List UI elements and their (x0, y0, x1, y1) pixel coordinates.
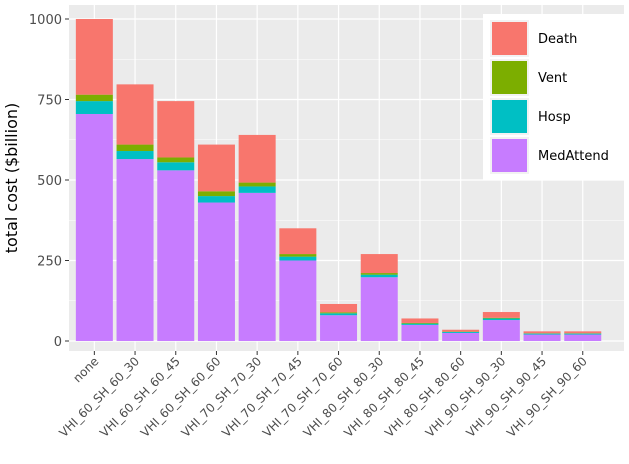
bar-vent (116, 144, 154, 152)
bar-medattend (442, 332, 480, 341)
bar-death (320, 303, 358, 313)
bar-vent (75, 94, 113, 102)
bar-medattend (279, 260, 317, 341)
x-tick-label: VHI_90_SH_90_60 (504, 354, 590, 440)
bar-medattend (482, 320, 520, 341)
legend-label: Hosp (538, 110, 571, 125)
bar-hosp (157, 162, 195, 171)
bar-death (75, 19, 113, 95)
legend-label: Vent (538, 71, 567, 86)
bar-hosp (360, 274, 398, 278)
y-axis-title: total cost ($billion) (2, 103, 21, 253)
bar-hosp (197, 196, 235, 203)
bar-death (116, 84, 154, 145)
y-tick-label: 0 (54, 335, 62, 350)
bar-death (238, 134, 276, 183)
bar-vent (360, 273, 398, 275)
bar-hosp (75, 101, 113, 114)
legend-key-medattend (492, 139, 527, 172)
bar-vent (401, 322, 439, 324)
bar-medattend (157, 170, 195, 341)
x-axis-ticks: noneVHI_60_SH_60_30VHI_60_SH_60_45VHI_60… (56, 351, 590, 440)
bar-medattend (197, 202, 235, 341)
bar-death (360, 254, 398, 274)
y-axis-ticks: 0 250 500 750 1000 (29, 13, 69, 350)
bar-vent (197, 191, 235, 197)
y-tick-label: 1000 (29, 13, 62, 28)
bar-hosp (320, 313, 358, 316)
bar-death (197, 144, 235, 192)
x-tick-label: none (70, 354, 101, 385)
bar-hosp (279, 256, 317, 261)
bar-medattend (401, 324, 439, 341)
bar-hosp (238, 186, 276, 193)
y-tick-label: 750 (37, 94, 62, 109)
bar-vent (279, 254, 317, 257)
legend-key-vent (492, 61, 527, 94)
bar-death (401, 318, 439, 323)
bar-medattend (238, 192, 276, 341)
bar-death (157, 101, 195, 158)
bar-medattend (360, 277, 398, 341)
bar-medattend (564, 334, 602, 341)
bar-hosp (564, 333, 602, 335)
bar-medattend (523, 334, 561, 341)
bar-hosp (401, 323, 439, 325)
bar-death (279, 228, 317, 255)
legend-key-hosp (492, 100, 527, 133)
bar-medattend (116, 159, 154, 341)
bar-vent (482, 317, 520, 319)
y-tick-label: 500 (37, 174, 62, 189)
bar-medattend (75, 113, 113, 342)
bar-hosp (523, 333, 561, 335)
bar-vent (157, 157, 195, 163)
bar-hosp (482, 318, 520, 321)
bars (75, 19, 602, 342)
bar-vent (320, 312, 358, 314)
legend: Death Vent Hosp MedAttend (483, 14, 624, 180)
bar-hosp (116, 151, 154, 160)
bar-death (482, 312, 520, 318)
legend-label: Death (538, 32, 577, 47)
bar-vent (238, 182, 276, 187)
bar-medattend (320, 315, 358, 341)
bar-death (564, 331, 602, 334)
legend-key-death (492, 22, 527, 55)
bar-hosp (442, 331, 480, 333)
legend-label: MedAttend (538, 149, 609, 164)
bar-death (523, 331, 561, 334)
y-tick-label: 250 (37, 255, 62, 270)
bar-death (442, 329, 480, 332)
